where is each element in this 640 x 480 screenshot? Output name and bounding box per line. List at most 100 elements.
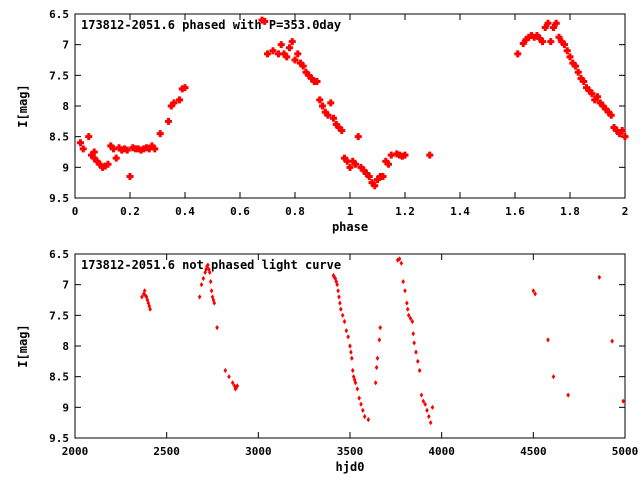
- top-x-tick-label: 0.8: [285, 205, 305, 218]
- top-y-tick-label: 8: [62, 100, 69, 113]
- bottom-data-point: [209, 288, 214, 294]
- top-data-point: [558, 38, 566, 46]
- top-x-tick-label: 0.6: [230, 205, 250, 218]
- top-data-point: [85, 133, 93, 141]
- top-data-point: [110, 145, 117, 153]
- bottom-x-tick-label: 4500: [520, 445, 547, 458]
- bottom-data-point: [610, 338, 614, 344]
- top-data-point: [566, 53, 574, 61]
- top-data-point: [365, 173, 373, 181]
- bottom-data-point: [335, 282, 339, 288]
- top-data-point: [533, 31, 541, 39]
- bottom-y-tick-label: 8.5: [49, 371, 69, 384]
- top-data-point: [335, 123, 343, 131]
- bottom-data-point: [405, 300, 409, 306]
- top-data-point: [176, 96, 183, 104]
- bottom-data-point: [419, 392, 424, 398]
- bottom-data-point: [411, 331, 416, 337]
- bottom-data-point: [344, 328, 349, 334]
- top-data-point: [316, 96, 324, 104]
- bottom-data-point: [430, 404, 435, 410]
- bottom-data-point: [361, 407, 365, 413]
- top-data-point: [332, 120, 340, 128]
- bottom-data-point: [346, 334, 350, 340]
- bottom-data-point: [425, 407, 429, 413]
- bottom-data-point: [141, 291, 146, 297]
- bottom-data-point: [597, 274, 602, 280]
- top-data-point: [107, 142, 115, 150]
- top-y-tick-label: 7.5: [49, 69, 69, 82]
- top-data-point: [621, 133, 629, 141]
- top-data-point: [77, 139, 84, 147]
- top-x-tick-label: 1: [347, 205, 354, 218]
- bottom-data-point: [362, 413, 367, 420]
- bottom-y-tick-label: 7.5: [49, 309, 69, 322]
- top-data-point: [167, 102, 175, 110]
- bottom-data-point: [146, 300, 151, 306]
- bottom-x-tick-label: 2500: [153, 445, 180, 458]
- top-data-point: [261, 17, 269, 25]
- top-data-point: [324, 111, 332, 119]
- bottom-x-tick-label: 3500: [337, 445, 364, 458]
- bottom-data-point: [378, 325, 383, 331]
- bottom-data-point: [334, 279, 339, 285]
- bottom-data-point: [533, 291, 537, 297]
- bottom-data-point: [338, 300, 342, 306]
- top-data-point: [594, 93, 601, 101]
- bottom-x-axis-label: hjd0: [336, 460, 365, 474]
- bottom-x-tick-label: 2000: [62, 445, 89, 458]
- top-data-point: [305, 71, 313, 79]
- bottom-data-point: [375, 355, 380, 361]
- top-data-point: [605, 108, 612, 116]
- top-data-point: [321, 108, 329, 116]
- top-x-tick-label: 0.4: [175, 205, 195, 218]
- bottom-data-point: [207, 269, 212, 275]
- top-y-tick-label: 8.5: [49, 131, 69, 144]
- top-y-axis-label: I[mag]: [16, 84, 30, 127]
- bottom-data-point: [551, 374, 556, 380]
- top-data-point: [536, 35, 544, 43]
- top-data-point: [577, 74, 585, 82]
- bottom-x-tick-label: 4000: [428, 445, 455, 458]
- bottom-y-tick-label: 9.5: [49, 432, 69, 445]
- top-data-point: [343, 157, 351, 165]
- top-data-point: [426, 151, 434, 159]
- bottom-data-point: [401, 279, 405, 285]
- bottom-data-point: [148, 306, 152, 312]
- top-data-point: [283, 53, 291, 61]
- bottom-data-point: [403, 288, 407, 294]
- bottom-data-point: [397, 256, 402, 262]
- bottom-x-tick-label: 3000: [245, 445, 272, 458]
- bottom-data-point: [230, 380, 235, 386]
- top-data-point: [574, 68, 582, 76]
- top-x-tick-label: 0.2: [120, 205, 140, 218]
- bottom-y-tick-label: 9: [62, 401, 69, 414]
- bottom-data-point: [140, 294, 144, 300]
- bottom-data-point: [232, 383, 237, 389]
- bottom-data-point: [408, 315, 413, 321]
- top-data-point: [539, 38, 546, 46]
- top-data-point: [602, 105, 610, 113]
- bottom-data-point: [199, 282, 204, 288]
- top-data-point: [275, 50, 282, 58]
- bottom-data-point: [357, 395, 361, 401]
- top-data-point: [599, 102, 607, 110]
- bottom-x-tick-label: 5000: [612, 445, 639, 458]
- bottom-data-point: [207, 266, 211, 272]
- bottom-y-tick-label: 7: [62, 279, 69, 292]
- top-data-point: [319, 102, 326, 110]
- bottom-data-point: [373, 380, 378, 386]
- bottom-data-point: [348, 343, 352, 349]
- top-data-point: [291, 56, 299, 64]
- top-y-tick-label: 9.5: [49, 192, 69, 205]
- top-data-point: [569, 59, 577, 67]
- bottom-data-point: [531, 288, 536, 294]
- top-data-point: [170, 99, 178, 107]
- top-data-point: [112, 154, 120, 162]
- bottom-data-point: [144, 294, 149, 300]
- top-data-point: [519, 39, 527, 47]
- top-data-point: [357, 163, 365, 171]
- top-data-point: [79, 145, 87, 153]
- bottom-data-point: [342, 318, 347, 325]
